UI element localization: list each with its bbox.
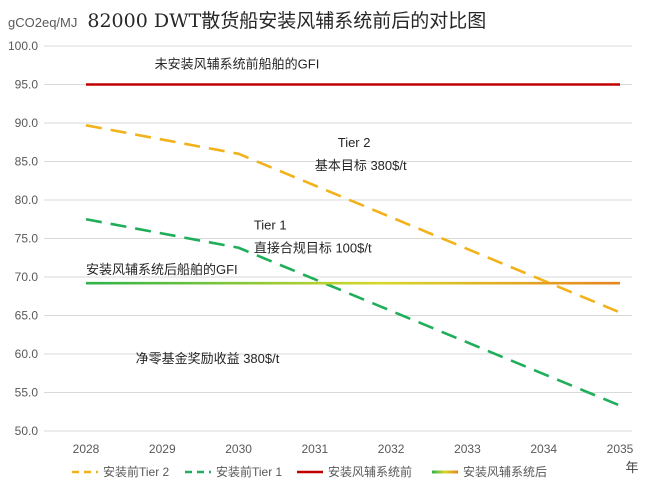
y-tick-label: 55.0	[15, 386, 39, 400]
legend-label: 安装风辅系统后	[463, 464, 547, 479]
legend-label: 安装前Tier 1	[216, 464, 283, 479]
y-tick-label: 85.0	[15, 155, 39, 169]
legend: 安装前Tier 2 安装前Tier 1 安装风辅系统前 安装风辅系统后	[72, 464, 547, 479]
y-tick-label: 95.0	[15, 78, 39, 92]
y-tick-label: 100.0	[8, 39, 38, 53]
x-tick-label: 2035	[607, 442, 634, 456]
y-tick-label: 70.0	[15, 270, 39, 284]
chart-header: gCO2eq/MJ 82000 DWT散货船安装风辅系统前后的对比图	[8, 6, 486, 36]
legend-swatch	[432, 470, 458, 474]
x-tick-label: 2028	[73, 442, 100, 456]
series-tier2-line	[85, 124, 621, 314]
y-tick-label: 80.0	[15, 193, 39, 207]
y-tick-label: 50.0	[15, 424, 39, 438]
annotation-label: 净零基金奖励收益 380$/t	[136, 351, 280, 366]
x-tick-label: 2034	[530, 442, 557, 456]
legend-label: 安装前Tier 2	[103, 464, 170, 479]
axes: 50.0 55.0 60.0 65.0 70.0 75.0 80.0 85.0 90.0 95.0…	[8, 39, 639, 475]
series-tier1-line	[85, 217, 621, 407]
series	[85, 83, 621, 407]
y-tick-label: 65.0	[15, 309, 39, 323]
x-tick-label: 2033	[454, 442, 481, 456]
chart-title: 82000 DWT散货船安装风辅系统前后的对比图	[87, 10, 487, 32]
y-tick-label: 60.0	[15, 347, 39, 361]
y-axis-label: gCO2eq/MJ	[8, 15, 78, 30]
y-tick-label: 90.0	[15, 116, 39, 130]
x-tick-label: 2030	[225, 442, 252, 456]
annotation-label: 安装风辅系统后船舶的GFI	[86, 262, 238, 277]
annotation-label: Tier 2	[338, 135, 371, 150]
annotation-label: 未安装风辅系统前船舶的GFI	[155, 56, 320, 71]
x-tick-label: 2029	[149, 442, 176, 456]
y-tick-label: 75.0	[15, 232, 39, 246]
legend-label: 安装风辅系统前	[328, 464, 412, 479]
annotation-label: 直接合规目标 100$/t	[254, 240, 372, 255]
annotation-label: Tier 1	[254, 217, 287, 232]
x-tick-label: 2032	[378, 442, 405, 456]
annotation-label: 基本目标 380$/t	[315, 158, 407, 173]
x-axis-label: 年	[625, 460, 638, 475]
annotations: 未安装风辅系统前船舶的GFI Tier 2 基本目标 380$/t Tier 1 直接合…	[86, 56, 407, 366]
x-tick-label: 2031	[302, 442, 329, 456]
